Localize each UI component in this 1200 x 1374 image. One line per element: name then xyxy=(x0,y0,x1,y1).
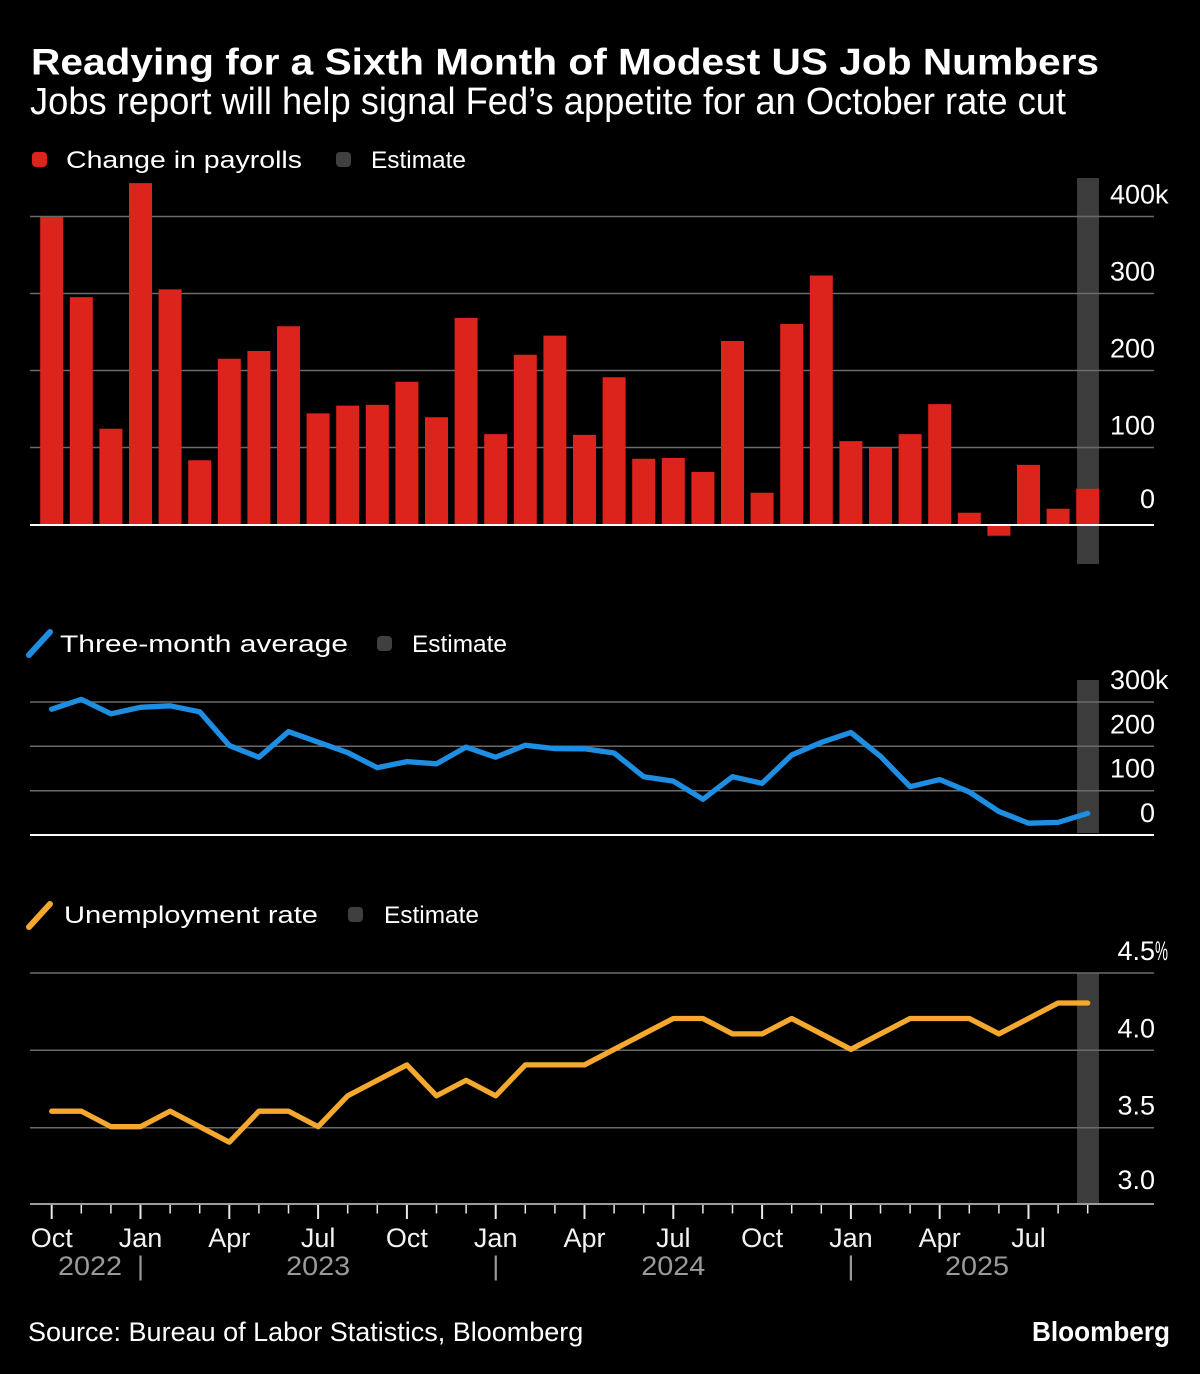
svg-text:200: 200 xyxy=(1110,334,1155,364)
svg-text:2023: 2023 xyxy=(286,1251,350,1281)
svg-text:100: 100 xyxy=(1110,411,1155,441)
svg-text:2022: 2022 xyxy=(58,1251,122,1281)
svg-text:%: % xyxy=(1155,936,1168,966)
svg-text:Oct: Oct xyxy=(741,1223,784,1253)
svg-text:100: 100 xyxy=(1110,754,1155,784)
svg-text:4.0: 4.0 xyxy=(1117,1013,1155,1043)
svg-text:200: 200 xyxy=(1110,709,1155,739)
svg-text:3.0: 3.0 xyxy=(1117,1165,1155,1195)
svg-text:Change in payrolls: Change in payrolls xyxy=(66,147,302,174)
svg-text:Estimate: Estimate xyxy=(412,631,507,658)
svg-text:Jobs report will help signal F: Jobs report will help signal Fed’s appet… xyxy=(30,81,1066,123)
svg-text:Apr: Apr xyxy=(208,1223,250,1253)
svg-text:Jan: Jan xyxy=(829,1223,873,1253)
svg-text:k: k xyxy=(1155,665,1169,695)
svg-text:2024: 2024 xyxy=(641,1251,705,1281)
svg-text:|: | xyxy=(137,1251,144,1281)
svg-text:Jan: Jan xyxy=(474,1223,518,1253)
svg-text:Three-month average: Three-month average xyxy=(60,631,348,658)
svg-text:k: k xyxy=(1155,180,1169,210)
svg-text:Source: Bureau of Labor Statis: Source: Bureau of Labor Statistics, Bloo… xyxy=(28,1317,583,1347)
svg-text:|: | xyxy=(847,1251,854,1281)
svg-text:4.5: 4.5 xyxy=(1117,936,1155,966)
svg-text:0: 0 xyxy=(1140,798,1155,828)
svg-text:3.5: 3.5 xyxy=(1117,1091,1155,1121)
svg-text:Estimate: Estimate xyxy=(384,902,479,929)
svg-text:Oct: Oct xyxy=(31,1223,74,1253)
svg-text:0: 0 xyxy=(1140,484,1155,514)
svg-text:|: | xyxy=(492,1251,499,1281)
svg-text:Bloomberg: Bloomberg xyxy=(1032,1316,1170,1347)
svg-text:2025: 2025 xyxy=(945,1251,1009,1281)
svg-text:Unemployment rate: Unemployment rate xyxy=(64,902,318,929)
svg-text:Jul: Jul xyxy=(1011,1223,1046,1253)
svg-text:Readying for a Sixth Month of: Readying for a Sixth Month of Modest US … xyxy=(31,42,1099,83)
svg-text:Jul: Jul xyxy=(301,1223,336,1253)
svg-text:Apr: Apr xyxy=(919,1223,961,1253)
svg-text:Jan: Jan xyxy=(119,1223,163,1253)
svg-text:Estimate: Estimate xyxy=(371,147,466,174)
svg-text:Oct: Oct xyxy=(386,1223,429,1253)
svg-text:Jul: Jul xyxy=(656,1223,691,1253)
svg-text:300: 300 xyxy=(1110,665,1155,695)
svg-text:300: 300 xyxy=(1110,257,1155,287)
svg-text:400: 400 xyxy=(1110,180,1155,210)
svg-text:Apr: Apr xyxy=(563,1223,605,1253)
